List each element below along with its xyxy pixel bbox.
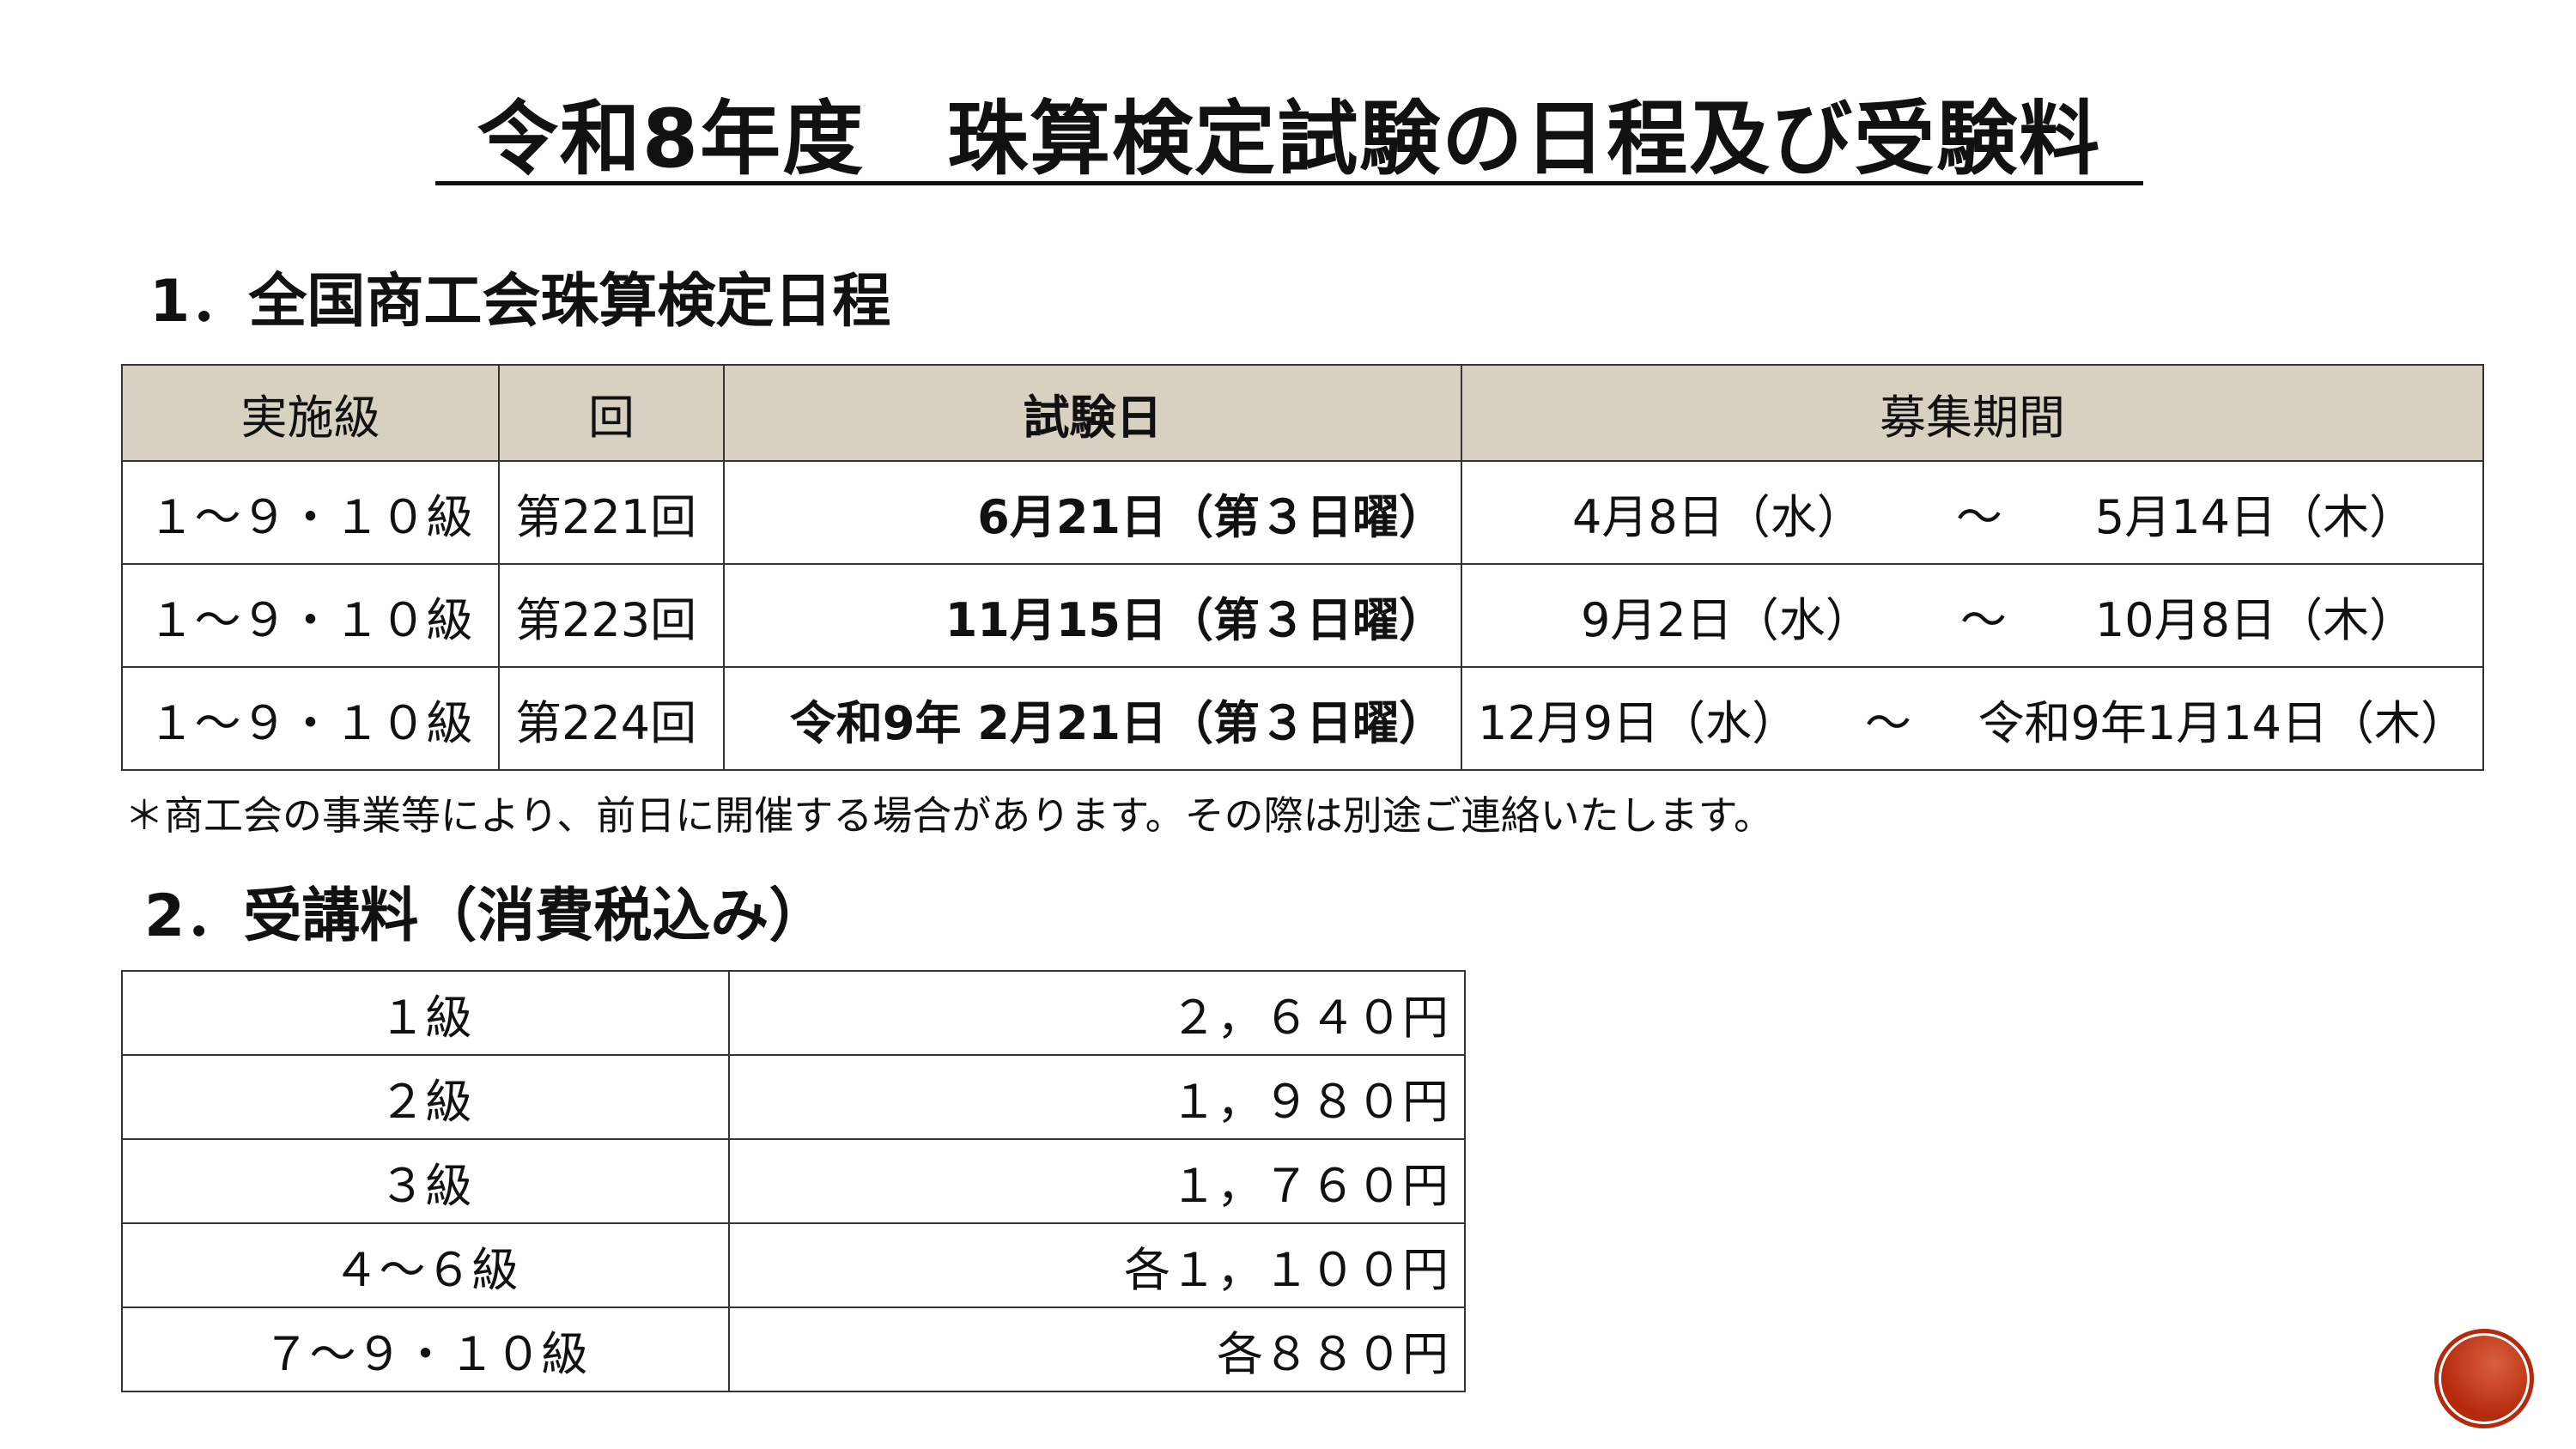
period-start: 12月9日（水） (1478, 695, 1799, 750)
table-row: ３級 １，７６０円 (121, 1138, 1466, 1224)
round-cell: 第221回 (498, 460, 725, 565)
date-cell: 11月15日（第３日曜） (723, 563, 1462, 668)
schedule-header-row: 実施級 回 試験日 募集期間 (121, 364, 2484, 462)
period-cell: 9月2日（水） ～ 10月8日（木） (1461, 563, 2484, 668)
table-row: ７～９・１０級 各８８０円 (121, 1307, 1466, 1392)
table-row: １～９・１０級 第223回 11月15日（第３日曜） 9月2日（水） ～ 10月8日… (121, 563, 2484, 668)
period-end: 5月14日（木） (2094, 489, 2415, 544)
table-row: １級 ２，６４０円 (121, 970, 1466, 1056)
round-cell: 第224回 (498, 666, 725, 771)
fee-amount: ２，６４０円 (728, 970, 1466, 1056)
period-tilde: ～ (1959, 592, 2007, 647)
grade-cell: １～９・１０級 (121, 460, 500, 565)
period-start: 9月2日（水） (1581, 592, 1872, 647)
round-cell: 第223回 (498, 563, 725, 668)
table-row: １～９・１０級 第221回 6月21日（第３日曜） 4月8日（水） ～ 5月14日（… (121, 460, 2484, 565)
period-end: 令和9年1月14日（木） (1978, 695, 2467, 750)
period-end: 10月8日（木） (2094, 592, 2415, 647)
fee-grade: ７～９・１０級 (121, 1307, 730, 1392)
title-underline (435, 181, 2143, 185)
table-row: １～９・１０級 第224回 令和9年 2月21日（第３日曜） 12月9日（水） ～… (121, 666, 2484, 771)
period-cell: 12月9日（水） ～ 令和9年1月14日（木） (1461, 666, 2484, 771)
schedule-note: ＊商工会の事業等により、前日に開催する場合があります。その際は別途ご連絡いたしま… (125, 792, 1774, 839)
period-tilde: ～ (1864, 695, 1911, 750)
fee-grade: ２級 (121, 1054, 730, 1140)
fee-amount: 各８８０円 (728, 1307, 1466, 1392)
header-round: 回 (498, 364, 725, 462)
header-period: 募集期間 (1461, 364, 2484, 462)
fee-grade: ３級 (121, 1138, 730, 1224)
fee-grade: ４～６級 (121, 1222, 730, 1308)
table-row: ４～６級 各１，１００円 (121, 1222, 1466, 1308)
fee-table: １級 ２，６４０円 ２級 １，９８０円 ３級 １，７６０円 ４～６級 各１，１００円 ７… (121, 970, 1466, 1392)
grade-cell: １～９・１０級 (121, 666, 500, 771)
decorative-red-circle (2434, 1329, 2534, 1428)
header-grade: 実施級 (121, 364, 500, 462)
fee-grade: １級 (121, 970, 730, 1056)
period-start: 4月8日（水） (1572, 489, 1863, 544)
table-row: ２級 １，９８０円 (121, 1054, 1466, 1140)
fee-amount: １，９８０円 (728, 1054, 1466, 1140)
date-cell: 令和9年 2月21日（第３日曜） (723, 666, 1462, 771)
page-title: 令和8年度 珠算検定試験の日程及び受験料 (477, 93, 2102, 186)
fee-amount: １，７６０円 (728, 1138, 1466, 1224)
schedule-table: 実施級 回 試験日 募集期間 １～９・１０級 第221回 6月21日（第３日曜）… (121, 364, 2484, 771)
header-date: 試験日 (723, 364, 1462, 462)
fee-amount: 各１，１００円 (728, 1222, 1466, 1308)
period-tilde: ～ (1955, 489, 2002, 544)
date-cell: 6月21日（第３日曜） (723, 460, 1462, 565)
period-cell: 4月8日（水） ～ 5月14日（木） (1461, 460, 2484, 565)
grade-cell: １～９・１０級 (121, 563, 500, 668)
section1-heading: 1．全国商工会珠算検定日程 (149, 268, 891, 336)
section2-heading: 2．受講料（消費税込み） (144, 882, 828, 950)
